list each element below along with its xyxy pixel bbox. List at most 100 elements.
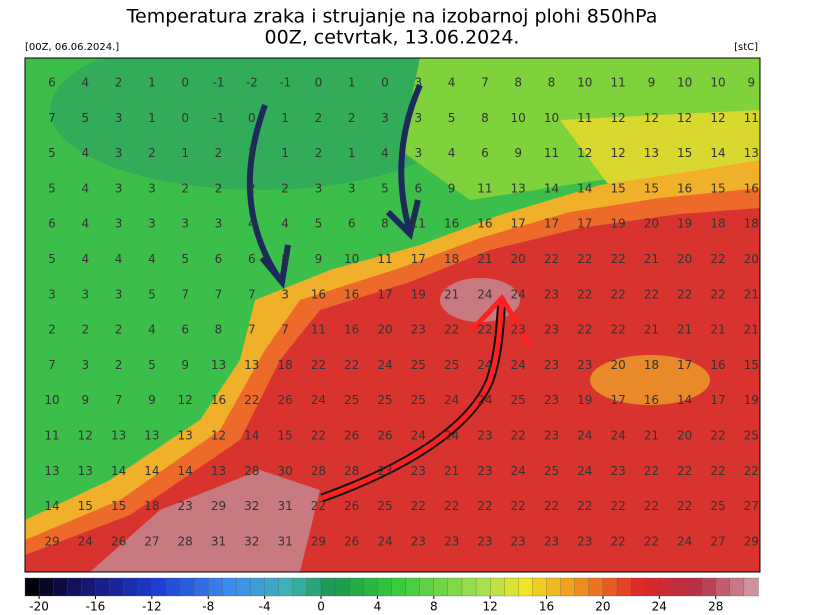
grid-value: 22 — [311, 499, 326, 513]
grid-value: 12 — [577, 146, 592, 160]
colorbar-tick-label: -8 — [202, 600, 214, 614]
grid-value: 2 — [115, 323, 123, 337]
grid-value: 10 — [677, 76, 692, 90]
grid-value: 22 — [610, 534, 625, 548]
grid-value: 8 — [481, 111, 489, 125]
colorbar-cell — [504, 577, 520, 597]
grid-value: 17 — [577, 217, 592, 231]
colorbar-cell — [349, 577, 364, 597]
grid-value: 20 — [644, 217, 659, 231]
colorbar-cell — [137, 577, 153, 597]
grid-value: 11 — [744, 111, 759, 125]
grid-value: 12 — [644, 111, 659, 125]
grid-value: 22 — [544, 252, 559, 266]
grid-value: 19 — [677, 217, 692, 231]
grid-value: 24 — [511, 464, 526, 478]
grid-value: 22 — [677, 464, 692, 478]
grid-value: 22 — [644, 534, 659, 548]
grid-value: 25 — [344, 393, 359, 407]
grid-value: 23 — [411, 534, 426, 548]
grid-value: 7 — [48, 358, 56, 372]
grid-value: 24 — [477, 393, 492, 407]
grid-value: 23 — [544, 429, 559, 443]
grid-value: 0 — [181, 111, 189, 125]
grid-value: 3 — [48, 287, 56, 301]
colorbar-cell — [560, 577, 576, 597]
grid-value: 14 — [710, 146, 725, 160]
grid-value: 13 — [211, 358, 226, 372]
grid-value: 31 — [277, 499, 292, 513]
grid-value: 6 — [48, 217, 56, 231]
colorbar-cell — [264, 577, 280, 597]
grid-value: 19 — [744, 393, 759, 407]
grid-value: 22 — [544, 499, 559, 513]
grid-value: 22 — [577, 499, 592, 513]
grid-value: 11 — [544, 146, 559, 160]
grid-value: -1 — [213, 76, 225, 90]
grid-value: 14 — [44, 499, 59, 513]
colorbar-tick-label: 16 — [539, 600, 554, 614]
colorbar-tick-label: 28 — [708, 600, 723, 614]
grid-value: 2 — [348, 111, 356, 125]
grid-value: 23 — [511, 323, 526, 337]
grid-value: 7 — [481, 76, 489, 90]
colorbar-cell — [377, 577, 393, 597]
colorbar-cell — [574, 577, 590, 597]
grid-value: 13 — [178, 429, 193, 443]
unit-label: [stC] — [734, 42, 758, 53]
flow-arrow-head — [470, 293, 533, 347]
grid-value: 13 — [44, 464, 59, 478]
grid-value: 13 — [244, 358, 259, 372]
grid-value: 6 — [348, 217, 356, 231]
colorbar-cell — [433, 577, 449, 597]
grid-value: 25 — [411, 393, 426, 407]
grid-value: 6 — [248, 252, 256, 266]
grid-value: 29 — [311, 534, 326, 548]
grid-value: 22 — [477, 499, 492, 513]
grid-value: 9 — [181, 358, 189, 372]
grid-value: 28 — [178, 534, 193, 548]
grid-value: 25 — [444, 358, 459, 372]
grid-value: 15 — [710, 181, 725, 195]
grid-value: 24 — [577, 464, 592, 478]
grid-value: 22 — [411, 499, 426, 513]
grid-value: 22 — [477, 323, 492, 337]
grid-value: 11 — [411, 217, 426, 231]
flow-arrow — [398, 83, 423, 233]
grid-value: 4 — [81, 146, 89, 160]
grid-value: 12 — [710, 111, 725, 125]
grid-value: -1 — [279, 76, 291, 90]
grid-value: 2 — [215, 181, 223, 195]
colorbar-tick-label: 4 — [374, 600, 382, 614]
grid-value: 29 — [44, 534, 59, 548]
colorbar-cell — [546, 577, 562, 597]
grid-value: 23 — [544, 393, 559, 407]
colorbar-cell — [602, 577, 618, 597]
grid-value: 23 — [511, 534, 526, 548]
grid-value: 15 — [111, 499, 126, 513]
colorbar-cell — [334, 577, 350, 597]
grid-value: 18 — [444, 252, 459, 266]
colorbar-cell — [194, 577, 209, 597]
grid-value: 20 — [744, 252, 759, 266]
grid-value: 22 — [644, 287, 659, 301]
grid-value: 0 — [248, 111, 256, 125]
colorbar-cell — [715, 577, 731, 597]
colorbar-cell — [81, 577, 97, 597]
grid-value: 17 — [377, 287, 392, 301]
grid-value: 7 — [281, 323, 289, 337]
colorbar-cell — [95, 577, 111, 597]
grid-value: 29 — [211, 499, 226, 513]
grid-value: 26 — [277, 393, 292, 407]
grid-value: 25 — [544, 464, 559, 478]
colorbar-cell — [616, 577, 632, 597]
grid-value: 23 — [411, 464, 426, 478]
colorbar-cell — [405, 577, 421, 597]
grid-value: 15 — [677, 146, 692, 160]
colorbar-cell — [687, 577, 703, 597]
grid-value: 12 — [211, 429, 226, 443]
grid-value: 21 — [710, 323, 725, 337]
grid-value: 27 — [710, 534, 725, 548]
grid-value: 15 — [610, 181, 625, 195]
